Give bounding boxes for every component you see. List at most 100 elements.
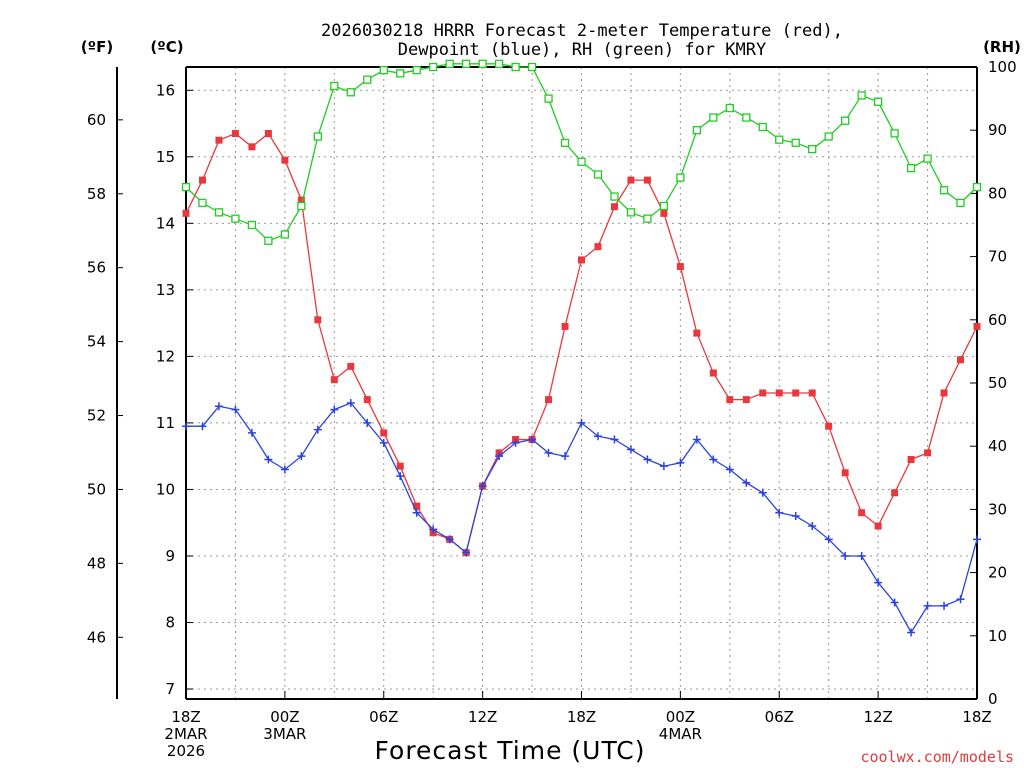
temperature-point bbox=[215, 136, 223, 144]
temperature-point bbox=[396, 462, 404, 470]
temperature-point bbox=[380, 429, 388, 437]
rh-tick-label: 90 bbox=[988, 121, 1007, 139]
dewpoint-point bbox=[198, 422, 207, 431]
fahrenheit-tick-label: 54 bbox=[87, 333, 106, 351]
fahrenheit-unit-label: (ºF) bbox=[81, 38, 113, 56]
temperature-point bbox=[545, 396, 553, 404]
celsius-tick-label: 12 bbox=[156, 347, 175, 365]
rh-point bbox=[610, 192, 619, 201]
dewpoint-point bbox=[791, 512, 800, 521]
rh-tick-label: 20 bbox=[988, 564, 1007, 582]
rh-point bbox=[808, 145, 817, 154]
rh-point bbox=[544, 94, 553, 103]
credit-link[interactable]: coolwx.com/models bbox=[860, 748, 1014, 766]
dewpoint-point bbox=[264, 455, 273, 464]
temperature-point bbox=[957, 356, 965, 364]
fahrenheit-tick-label: 46 bbox=[87, 628, 106, 646]
celsius-unit-label: (ºC) bbox=[150, 38, 183, 56]
rh-point bbox=[709, 113, 718, 122]
temperature-point bbox=[198, 176, 206, 184]
celsius-tick-label: 11 bbox=[156, 414, 175, 432]
temperature-point bbox=[759, 389, 767, 397]
x-tick-label: 18Z bbox=[962, 708, 991, 726]
data-series bbox=[181, 59, 982, 637]
chart-title-line2: Dewpoint (blue), RH (green) for KMRY bbox=[398, 40, 766, 60]
rh-point bbox=[214, 208, 224, 217]
x-tick-label: 12Z bbox=[863, 708, 892, 726]
dewpoint-point bbox=[528, 435, 537, 444]
dewpoint-point bbox=[890, 598, 899, 607]
dewpoint-point bbox=[659, 462, 668, 471]
temperature-point bbox=[841, 469, 849, 477]
rh-point bbox=[478, 59, 487, 68]
dewpoint-point bbox=[280, 465, 289, 474]
dewpoint-point bbox=[940, 601, 949, 610]
dewpoint-point bbox=[544, 448, 553, 457]
dewpoint-point bbox=[874, 578, 883, 587]
rh-point bbox=[181, 182, 191, 192]
rh-point bbox=[873, 97, 883, 106]
dewpoint-point bbox=[692, 435, 701, 444]
rh-point bbox=[643, 214, 652, 223]
temperature-point bbox=[297, 196, 305, 204]
dewpoint-point bbox=[857, 551, 866, 560]
rh-point bbox=[824, 132, 833, 141]
dewpoint-point bbox=[445, 535, 454, 544]
rh-point bbox=[692, 126, 702, 135]
celsius-tick-label: 9 bbox=[165, 547, 175, 565]
celsius-tick-label: 15 bbox=[156, 148, 175, 166]
dewpoint-point bbox=[495, 452, 504, 461]
dewpoint-point bbox=[725, 465, 734, 474]
temperature-point bbox=[693, 329, 701, 337]
temperature-point bbox=[578, 256, 585, 264]
rh-point bbox=[939, 186, 949, 195]
celsius-tick-label: 10 bbox=[156, 480, 175, 498]
x-tick-label: 00Z bbox=[270, 708, 299, 726]
temperature-point bbox=[973, 322, 981, 330]
dewpoint-point bbox=[676, 458, 685, 467]
rh-tick-label: 100 bbox=[988, 58, 1017, 76]
temperature-point bbox=[660, 209, 668, 217]
rh-point bbox=[396, 69, 405, 78]
rh-point bbox=[890, 129, 899, 138]
rh-point bbox=[461, 59, 471, 68]
temperature-point bbox=[248, 143, 256, 151]
temperature-point bbox=[825, 422, 833, 430]
dewpoint-point bbox=[973, 535, 981, 544]
fahrenheit-tick-label: 60 bbox=[87, 111, 106, 129]
celsius-tick-label: 14 bbox=[156, 214, 175, 232]
dewpoint-point bbox=[429, 525, 438, 534]
dewpoint-point bbox=[412, 508, 421, 517]
dewpoint-point bbox=[593, 432, 602, 441]
temperature-point bbox=[874, 522, 882, 530]
dewpoint-point bbox=[396, 472, 405, 481]
rh-point bbox=[956, 198, 965, 208]
dewpoint-point bbox=[742, 478, 751, 487]
temperature-point bbox=[413, 502, 421, 510]
chart-title-line1: 2026030218 HRRR Forecast 2-meter Tempera… bbox=[321, 21, 843, 41]
rh-point bbox=[742, 113, 751, 122]
rh-point bbox=[626, 208, 636, 217]
dewpoint-point bbox=[643, 455, 652, 464]
x-tick-label: 18Z bbox=[171, 708, 200, 726]
dewpoint-point bbox=[511, 438, 520, 447]
temperature-point bbox=[858, 509, 866, 517]
dewpoint-point bbox=[841, 551, 850, 560]
dewpoint-point bbox=[462, 548, 471, 557]
rh-point bbox=[445, 59, 454, 68]
rh-point bbox=[577, 157, 586, 166]
dewpoint-point bbox=[182, 422, 190, 431]
x-tick-label: 3MAR bbox=[263, 725, 306, 743]
temperature-point bbox=[891, 489, 899, 497]
tick-labels: 46 48 50 52 54 56 58 60 7 8 9 10 11 12 13 14 15 16 0 10 20 30… bbox=[87, 58, 1017, 760]
rh-tick-label: 50 bbox=[988, 374, 1007, 392]
rh-point bbox=[198, 198, 207, 208]
rh-point bbox=[841, 116, 850, 125]
temperature-point bbox=[264, 130, 272, 138]
rh-point bbox=[906, 163, 916, 173]
rh-point bbox=[379, 66, 388, 75]
rh-point bbox=[330, 81, 339, 91]
temperature-point bbox=[594, 243, 602, 251]
rh-point bbox=[247, 220, 257, 230]
